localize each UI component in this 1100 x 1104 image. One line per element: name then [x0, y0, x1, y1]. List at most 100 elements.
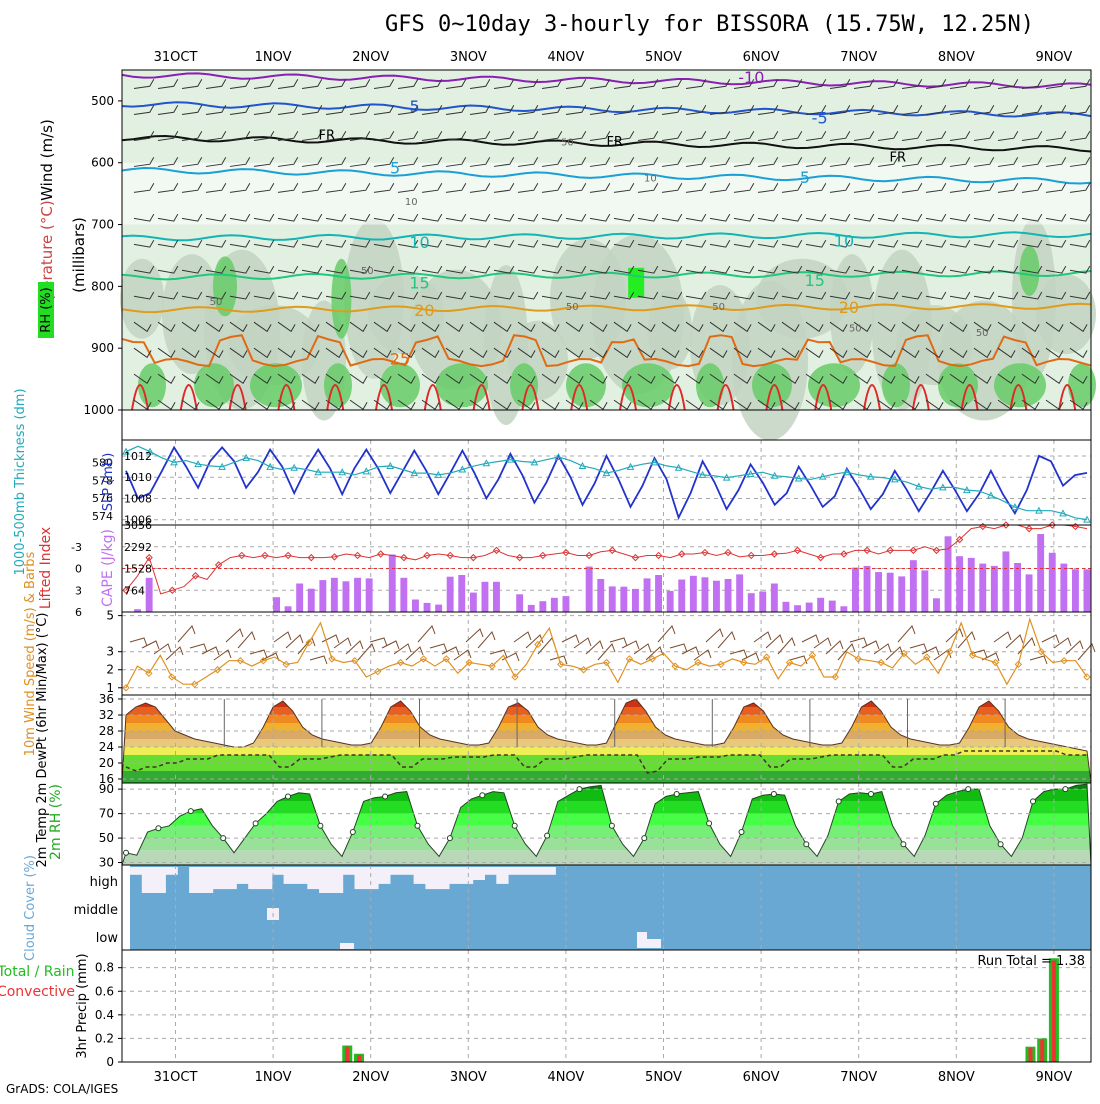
- wind-barb: [1069, 213, 1091, 222]
- wind-barb: [229, 265, 251, 274]
- wind-barb: [661, 182, 683, 193]
- cloud-high-cell: [520, 867, 533, 875]
- temp-band: [122, 723, 1091, 731]
- wind-barb: [805, 156, 827, 167]
- date-label-bottom: 4NOV: [547, 1070, 584, 1085]
- date-label-top: 31OCT: [154, 50, 198, 65]
- isotherm-30: [863, 384, 881, 411]
- wind-barb: [973, 79, 995, 90]
- wind-barb: [325, 105, 347, 116]
- isotherm-30: [814, 384, 833, 411]
- wind10-barb: [921, 646, 940, 656]
- isotherm-30: [423, 384, 442, 411]
- pressure-axis-tick-label: 600: [91, 156, 114, 170]
- wind10-barb: [1053, 637, 1072, 649]
- wind-barb: [541, 373, 560, 385]
- cape-bar: [886, 572, 894, 612]
- isotherm-30: [375, 384, 393, 411]
- cloud-background: [130, 865, 1091, 950]
- wind10-barb: [573, 637, 592, 649]
- wind-barb: [277, 347, 296, 359]
- contour-label: FR: [606, 135, 623, 150]
- cloud-high-cell: [449, 867, 462, 884]
- wind-barbs-upper: [133, 79, 1091, 411]
- wind-barb: [925, 321, 944, 333]
- wind-barb: [325, 265, 347, 274]
- wind-barb: [181, 347, 200, 359]
- precip-axis-tick-label: 0.8: [95, 961, 114, 975]
- wind-barb: [829, 105, 851, 116]
- wind-barb: [157, 182, 179, 193]
- wind-barb: [565, 373, 584, 385]
- cloud-high-cell: [378, 867, 391, 884]
- wind-barb: [853, 373, 872, 385]
- cape-bar: [365, 578, 373, 612]
- wind-barb: [661, 291, 683, 300]
- wind-barb: [421, 156, 443, 167]
- wind10-barb: [981, 652, 1000, 662]
- wind-barb: [685, 291, 707, 300]
- wind10-barb: [873, 643, 892, 655]
- cape-bar: [632, 588, 639, 612]
- rh-contour-label: 50: [566, 302, 579, 313]
- wind-barb: [493, 265, 515, 274]
- wind10-barb: [477, 631, 496, 649]
- thickness-point: [1035, 506, 1043, 514]
- wind-barb: [1069, 156, 1091, 167]
- wind-barb: [397, 291, 419, 300]
- wind-barb: [517, 291, 539, 300]
- wind-barb: [805, 265, 827, 274]
- wind-barb: [349, 347, 368, 359]
- wind-barb: [901, 105, 923, 116]
- wind10-point: [923, 653, 931, 661]
- cloud-high-cell: [401, 867, 415, 875]
- wind-barb: [397, 182, 419, 193]
- wind-barb: [637, 239, 659, 248]
- cape-bar: [840, 606, 848, 612]
- wind-barb: [493, 347, 512, 359]
- wind-barb: [253, 347, 272, 359]
- wind-barb: [277, 105, 299, 116]
- thickness-point: [698, 470, 707, 478]
- wind-barb: [877, 105, 899, 116]
- wind10-point: [602, 658, 611, 667]
- cape-bar: [782, 601, 790, 612]
- wind-barb: [349, 79, 371, 90]
- wind-barb: [901, 399, 920, 411]
- cape-bar: [944, 536, 952, 612]
- wind-barb: [637, 105, 659, 116]
- contour-label: 15: [805, 271, 825, 290]
- precip-convective-bar: [356, 1054, 361, 1062]
- temp-axis-tick-label: 36: [99, 692, 114, 706]
- wind-barb: [733, 399, 752, 411]
- wind10-barb: [261, 652, 280, 662]
- wind-barb: [1069, 105, 1091, 116]
- wind-barb: [517, 321, 536, 333]
- wind-barb: [853, 347, 872, 359]
- wind10-barb: [465, 628, 484, 643]
- wind-barb: [373, 347, 392, 359]
- wind-barb: [517, 373, 536, 385]
- wind-barb: [1021, 399, 1040, 411]
- wind-barb: [229, 105, 251, 116]
- wind-barb: [157, 130, 179, 141]
- thickness-point: [554, 452, 563, 460]
- wind-barb: [973, 239, 995, 248]
- wind-barb: [733, 239, 755, 248]
- wind-barb: [757, 291, 779, 300]
- wind-barb: [685, 182, 707, 193]
- thickness-point: [602, 469, 611, 477]
- thickness-point: [458, 465, 467, 473]
- wind-barb: [661, 156, 683, 167]
- contour-label: -5: [812, 109, 828, 128]
- rh-point: [997, 841, 1004, 848]
- wind-barb: [733, 79, 755, 90]
- wind-barb: [613, 321, 632, 333]
- wind-barb: [493, 182, 515, 193]
- wind-barb: [133, 373, 152, 385]
- wind-barb: [445, 291, 467, 300]
- wind-barb: [637, 399, 656, 411]
- cape-bar: [296, 583, 304, 612]
- wind10-barb: [513, 631, 532, 643]
- cloud-high-cell: [295, 867, 308, 884]
